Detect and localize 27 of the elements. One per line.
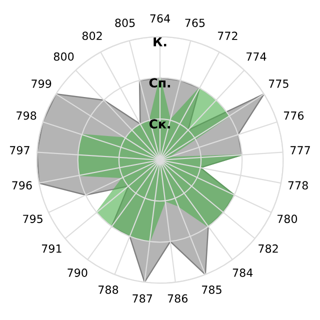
spoke-label: 795 — [23, 214, 42, 224]
spoke-label: 805 — [115, 18, 135, 28]
spoke-label: 775 — [268, 80, 288, 88]
spoke-label: 787 — [132, 294, 152, 303]
spoke-label: 777 — [290, 146, 310, 154]
spoke-label: 791 — [42, 244, 62, 253]
spoke-label: 765 — [185, 18, 205, 28]
spoke-label: 782 — [258, 244, 278, 253]
spoke-label: 774 — [246, 52, 266, 61]
spoke-label: 788 — [98, 286, 118, 294]
spoke-label: 790 — [68, 268, 88, 277]
spoke-label: 802 — [82, 32, 102, 40]
spoke-label: 776 — [284, 111, 304, 120]
spoke-label: 796 — [12, 181, 32, 190]
spoke-label: 785 — [202, 286, 222, 294]
spoke-label: 800 — [54, 52, 74, 61]
spoke-label: 799 — [32, 80, 52, 88]
spoke-label: 798 — [16, 111, 36, 120]
spoke-label: 797 — [10, 146, 30, 154]
spoke-label: 772 — [218, 32, 238, 40]
spoke-label: 780 — [277, 214, 298, 224]
spoke-label: 778 — [288, 181, 308, 190]
y-tick-label: К. — [154, 37, 166, 46]
spoke-label: 784 — [232, 268, 253, 277]
spoke-label: 764 — [150, 14, 170, 23]
y-tick-label: Сп. — [149, 78, 170, 88]
spoke-label: 786 — [168, 294, 188, 303]
